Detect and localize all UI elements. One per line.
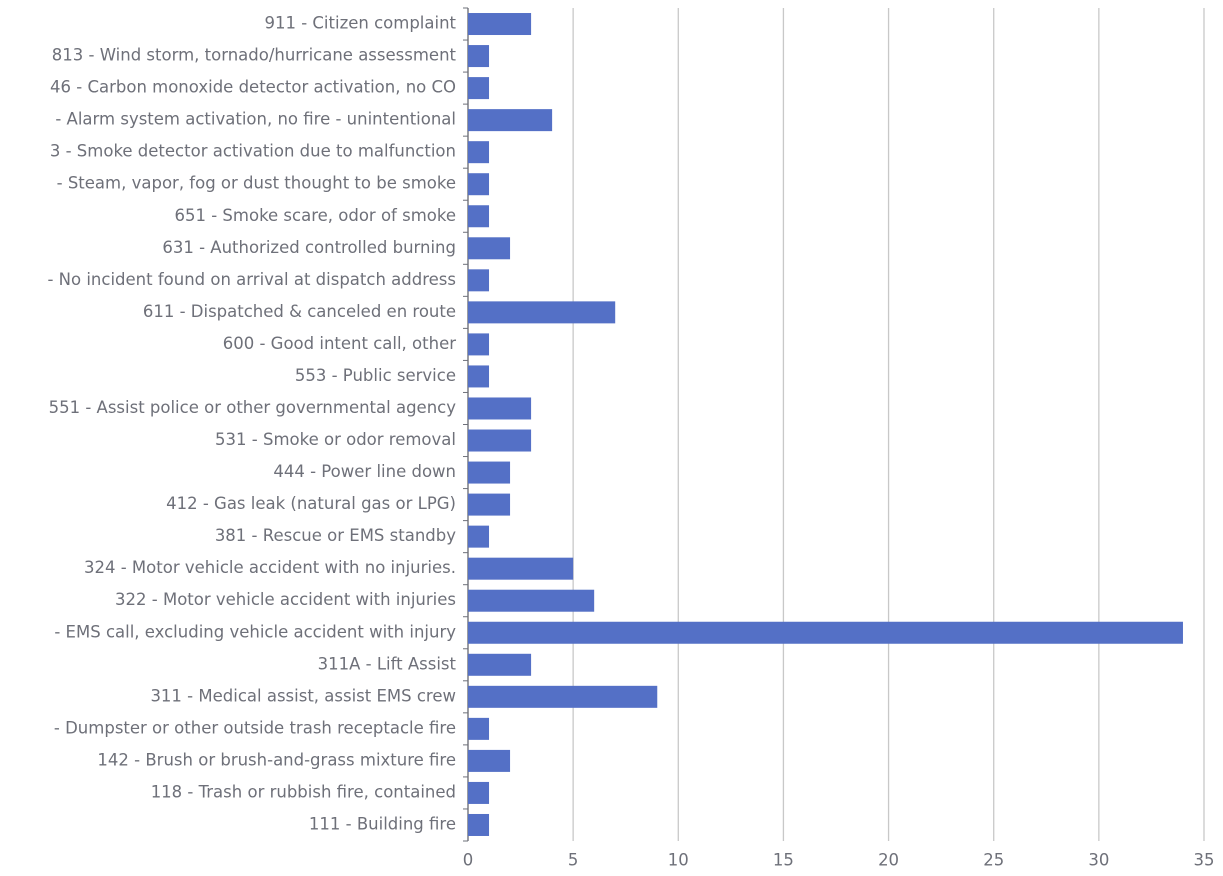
bar	[468, 301, 616, 324]
y-tick-label: - EMS call, excluding vehicle accident w…	[54, 622, 456, 641]
bar	[468, 717, 490, 740]
y-tick-label: 3 - Smoke detector activation due to mal…	[50, 142, 456, 161]
bar	[468, 109, 553, 132]
x-tick-label: 15	[773, 851, 794, 870]
bar	[468, 621, 1183, 644]
bar	[468, 653, 532, 676]
y-tick-label: 551 - Assist police or other governmenta…	[49, 398, 457, 417]
bar	[468, 173, 490, 196]
y-tick-label: 651 - Smoke scare, odor of smoke	[174, 206, 456, 225]
y-tick-label: 311A - Lift Assist	[318, 654, 457, 673]
bar	[468, 749, 511, 772]
x-tick-label: 0	[463, 851, 474, 870]
y-tick-label: - Alarm system activation, no fire - uni…	[55, 110, 456, 129]
y-tick-label: 611 - Dispatched & canceled en route	[143, 302, 456, 321]
bar	[468, 141, 490, 164]
y-tick-label: - No incident found on arrival at dispat…	[47, 270, 456, 289]
y-tick-label: 444 - Power line down	[273, 462, 456, 481]
bar	[468, 429, 532, 452]
y-tick-label: 600 - Good intent call, other	[223, 334, 456, 353]
y-tick-label: 118 - Trash or rubbish fire, contained	[151, 782, 456, 801]
bar	[468, 589, 595, 612]
y-tick-label: - Steam, vapor, fog or dust thought to b…	[57, 174, 456, 193]
y-tick-label: 311 - Medical assist, assist EMS crew	[150, 686, 456, 705]
bar	[468, 269, 490, 292]
bar	[468, 333, 490, 356]
x-tick-label: 25	[983, 851, 1004, 870]
bar	[468, 781, 490, 804]
bar	[468, 493, 511, 516]
y-tick-label: 531 - Smoke or odor removal	[215, 430, 456, 449]
y-tick-label: 911 - Citizen complaint	[264, 14, 456, 33]
bar	[468, 557, 574, 580]
y-tick-label: 324 - Motor vehicle accident with no inj…	[84, 558, 456, 577]
bar	[468, 685, 658, 708]
bar	[468, 77, 490, 100]
bar	[468, 237, 511, 260]
y-tick-label: 381 - Rescue or EMS standby	[215, 526, 456, 545]
y-tick-label: 111 - Building fire	[309, 814, 456, 833]
x-tick-label: 5	[568, 851, 579, 870]
y-tick-label: 322 - Motor vehicle accident with injuri…	[115, 590, 456, 609]
y-tick-label: - Dumpster or other outside trash recept…	[54, 718, 456, 737]
bar	[468, 365, 490, 388]
x-tick-label: 20	[878, 851, 899, 870]
y-tick-label: 813 - Wind storm, tornado/hurricane asse…	[52, 46, 457, 65]
bar	[468, 45, 490, 68]
x-tick-label: 10	[668, 851, 689, 870]
y-tick-label: 412 - Gas leak (natural gas or LPG)	[166, 494, 456, 513]
y-tick-label: 553 - Public service	[295, 366, 456, 385]
y-tick-label: 142 - Brush or brush-and-grass mixture f…	[97, 750, 456, 769]
bar	[468, 13, 532, 36]
bar	[468, 461, 511, 484]
bar	[468, 525, 490, 548]
bar	[468, 397, 532, 420]
bar	[468, 205, 490, 228]
y-tick-label: 631 - Authorized controlled burning	[162, 238, 456, 257]
x-tick-label: 30	[1088, 851, 1109, 870]
y-tick-label: 46 - Carbon monoxide detector activation…	[50, 78, 456, 97]
x-tick-label: 35	[1194, 851, 1215, 870]
bar	[468, 813, 490, 836]
